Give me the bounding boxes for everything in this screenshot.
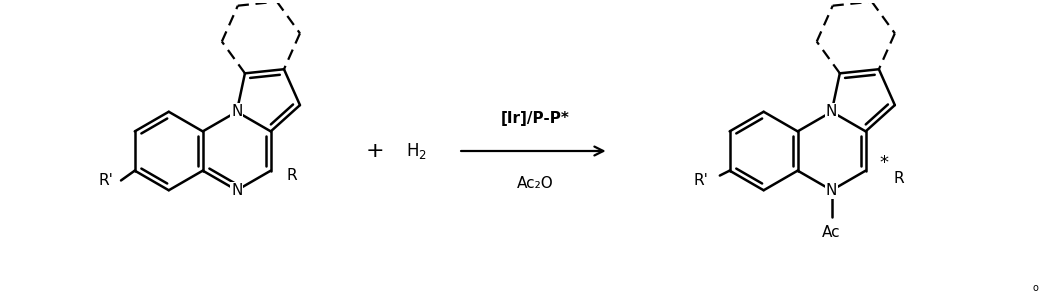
Text: N: N	[231, 183, 243, 198]
Text: N: N	[825, 183, 837, 198]
Text: o: o	[1032, 283, 1039, 293]
Text: R': R'	[99, 173, 114, 188]
Text: *: *	[880, 154, 888, 172]
Text: N: N	[825, 104, 837, 119]
Text: R': R'	[693, 173, 708, 188]
Text: R: R	[893, 171, 904, 186]
Text: Ac: Ac	[822, 225, 841, 240]
Text: +: +	[366, 141, 384, 161]
Text: [Ir]/P-P*: [Ir]/P-P*	[501, 112, 570, 126]
Text: H$_2$: H$_2$	[405, 141, 427, 161]
Text: Ac₂O: Ac₂O	[517, 175, 553, 191]
Text: N: N	[231, 104, 243, 119]
Text: R: R	[286, 168, 297, 183]
